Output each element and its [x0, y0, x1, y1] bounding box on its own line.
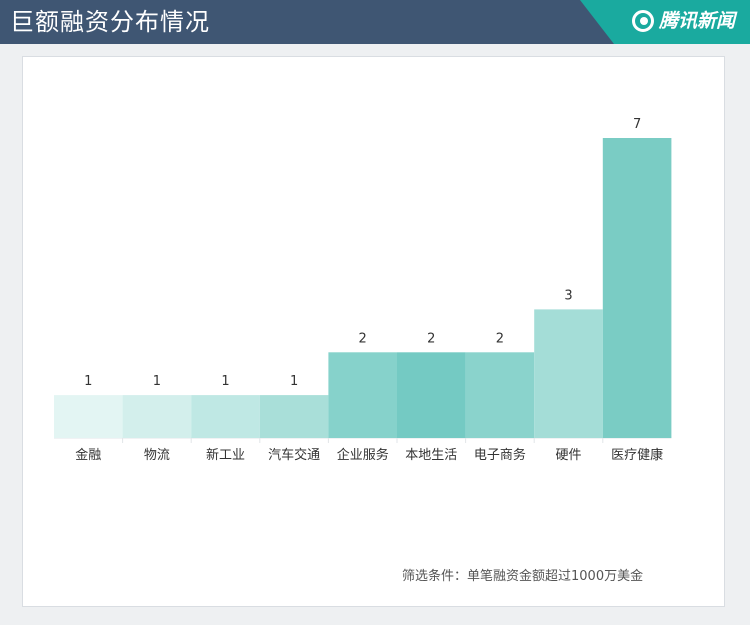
- x-tick-label: 汽车交通: [268, 447, 320, 463]
- data-label: 1: [221, 374, 229, 389]
- data-label: 3: [564, 288, 572, 303]
- x-tick-label: 物流: [144, 448, 170, 463]
- data-label: 2: [359, 331, 367, 346]
- x-tick-label: 新工业: [206, 447, 245, 463]
- data-label: 1: [290, 374, 298, 389]
- data-label: 7: [633, 117, 641, 132]
- x-tick-label: 金融: [75, 447, 101, 463]
- bar: [191, 395, 260, 438]
- brand-name: 腾讯新闻: [659, 10, 736, 32]
- data-label: 2: [427, 331, 435, 346]
- data-label: 1: [84, 374, 92, 389]
- x-tick-label: 电子商务: [474, 447, 526, 463]
- data-label: 2: [496, 331, 504, 346]
- filter-footnote: 筛选条件：单笔融资金额超过1000万美金: [402, 569, 644, 584]
- page-title: 巨额融资分布情况: [10, 8, 210, 36]
- header-bar: 巨额融资分布情况 腾讯新闻: [0, 0, 750, 44]
- x-tick-label: 企业服务: [337, 447, 389, 463]
- bar: [122, 395, 192, 438]
- tencent-news-logo-icon: [632, 10, 654, 32]
- bar: [534, 309, 603, 438]
- x-tick-label: 医疗健康: [611, 447, 663, 463]
- bar: [397, 352, 466, 438]
- bar: [465, 352, 535, 438]
- data-label: 1: [153, 374, 161, 389]
- x-tick-label: 硬件: [555, 448, 581, 463]
- bar: [328, 352, 397, 438]
- bar: [602, 138, 672, 438]
- bar: [54, 395, 123, 438]
- bar: [259, 395, 329, 438]
- x-tick-label: 本地生活: [405, 448, 457, 463]
